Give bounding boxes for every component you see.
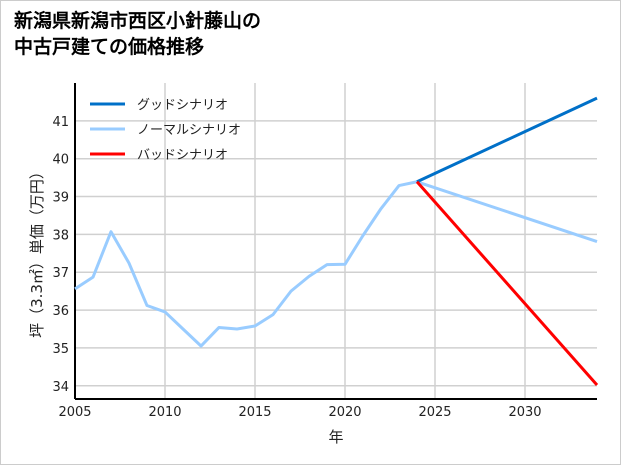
legend-label: グッドシナリオ — [137, 98, 228, 113]
y-tick-label: 36 — [52, 304, 69, 319]
x-tick-label: 2010 — [148, 405, 181, 420]
chart-title: 新潟県新潟市西区小針藤山の 中古戸建ての価格推移 — [14, 8, 261, 60]
x-tick-label: 2005 — [58, 405, 91, 420]
legend-label: バッドシナリオ — [137, 148, 228, 163]
x-tick-label: 2030 — [508, 405, 541, 420]
title-line-1: 新潟県新潟市西区小針藤山の — [14, 10, 262, 32]
y-tick-label: 39 — [52, 191, 69, 206]
x-tick-label: 2025 — [418, 405, 451, 420]
y-tick-label: 38 — [52, 228, 69, 243]
y-tick-label: 37 — [52, 266, 69, 281]
y-tick-label: 34 — [52, 380, 69, 395]
series-line-0 — [416, 96, 598, 184]
y-axis-label: 坪（3.3㎡）単価（万円） — [28, 164, 46, 338]
y-tick-label: 40 — [52, 153, 69, 168]
y-tick-label: 35 — [52, 342, 69, 357]
legend-label: ノーマルシナリオ — [137, 123, 241, 138]
x-tick-label: 2015 — [238, 405, 271, 420]
series-line-2 — [415, 180, 599, 386]
y-tick-label: 41 — [52, 115, 69, 130]
series-line-1 — [74, 180, 598, 348]
x-axis-label: 年 — [328, 428, 343, 446]
title-line-2: 中古戸建ての価格推移 — [14, 36, 205, 58]
x-tick-label: 2020 — [328, 405, 361, 420]
